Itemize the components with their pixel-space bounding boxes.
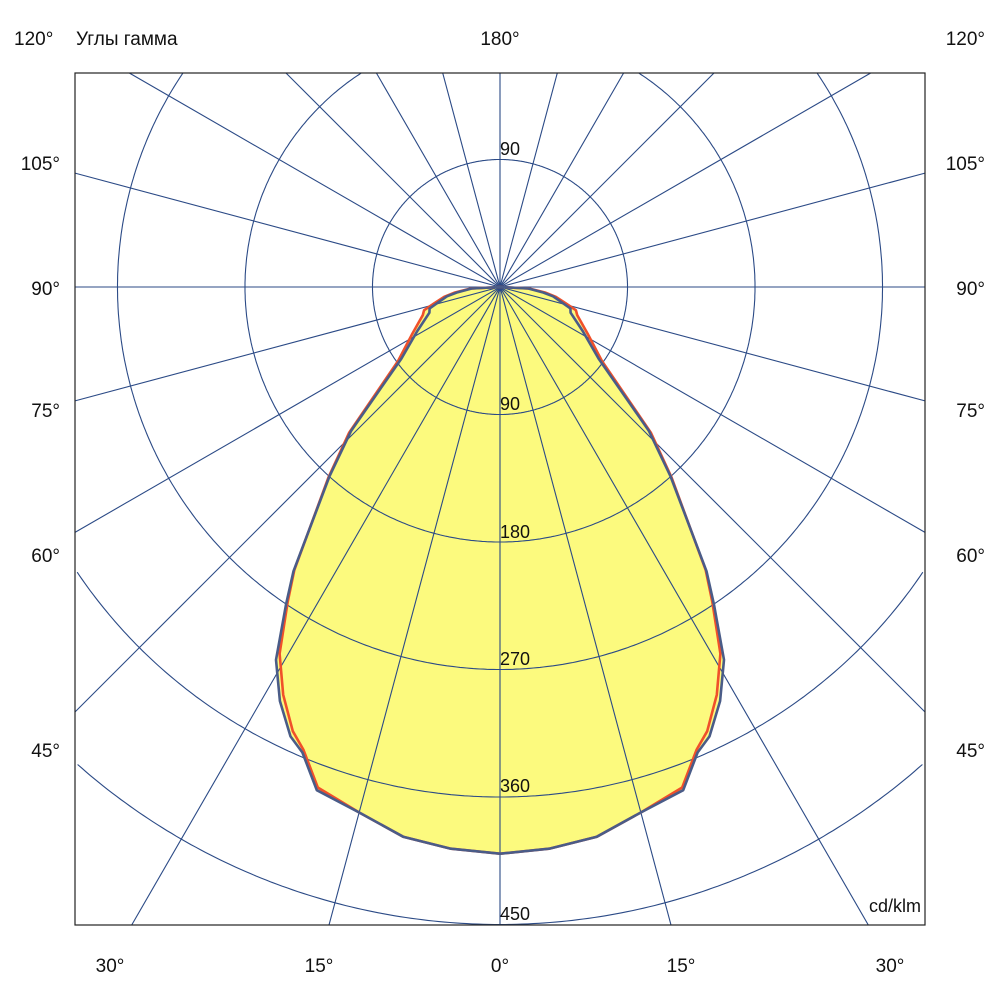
- radial-tick-label: 270: [500, 649, 530, 669]
- radial-grid-circle: [638, 72, 756, 287]
- radial-grid-circle: [116, 72, 884, 671]
- angle-label-left: 60°: [31, 546, 60, 567]
- angle-label-left: 105°: [21, 154, 60, 175]
- angle-spoke: [442, 72, 672, 926]
- radial-tick-label: 180: [500, 522, 530, 542]
- radial-tick-label: 360: [500, 776, 530, 796]
- angle-label-top-left: 120°: [14, 29, 53, 50]
- angle-spoke: [285, 72, 926, 713]
- angle-spoke: [74, 72, 871, 533]
- angle-spoke: [328, 72, 558, 926]
- angle-label-bottom: 15°: [667, 956, 696, 977]
- radial-tick-label: 450: [500, 904, 530, 924]
- angle-spoke: [129, 72, 926, 533]
- plot-frame: [74, 72, 926, 926]
- angle-label-left: 75°: [31, 401, 60, 422]
- radial-tick-label: 90: [500, 139, 520, 159]
- angle-label-right: 75°: [956, 401, 985, 422]
- unit-label: cd/klm: [869, 896, 921, 916]
- angle-label-bottom: 0°: [491, 956, 509, 977]
- angle-label-bottom: 30°: [876, 956, 905, 977]
- angle-label-right: 60°: [956, 546, 985, 567]
- angle-label-bottom: 30°: [96, 956, 125, 977]
- gamma-angles-title: Углы гамма: [76, 29, 178, 50]
- angle-label-right: 90°: [956, 279, 985, 300]
- angle-label-left: 90°: [31, 279, 60, 300]
- radial-grid-circle: [816, 72, 884, 287]
- angle-label-top-right: 120°: [946, 29, 985, 50]
- angle-label-bottom: 15°: [305, 956, 334, 977]
- angle-spoke: [74, 72, 715, 713]
- angle-spoke: [131, 72, 625, 926]
- angle-spoke: [375, 72, 869, 926]
- radial-grid-circle: [244, 72, 756, 543]
- angle-label-right: 45°: [956, 741, 985, 762]
- intensity-curve: [274, 285, 726, 855]
- angle-label-right: 105°: [946, 154, 985, 175]
- radial-tick-label: 90: [500, 394, 520, 414]
- angle-label-top-center: 180°: [480, 29, 519, 50]
- angle-label-left: 45°: [31, 741, 60, 762]
